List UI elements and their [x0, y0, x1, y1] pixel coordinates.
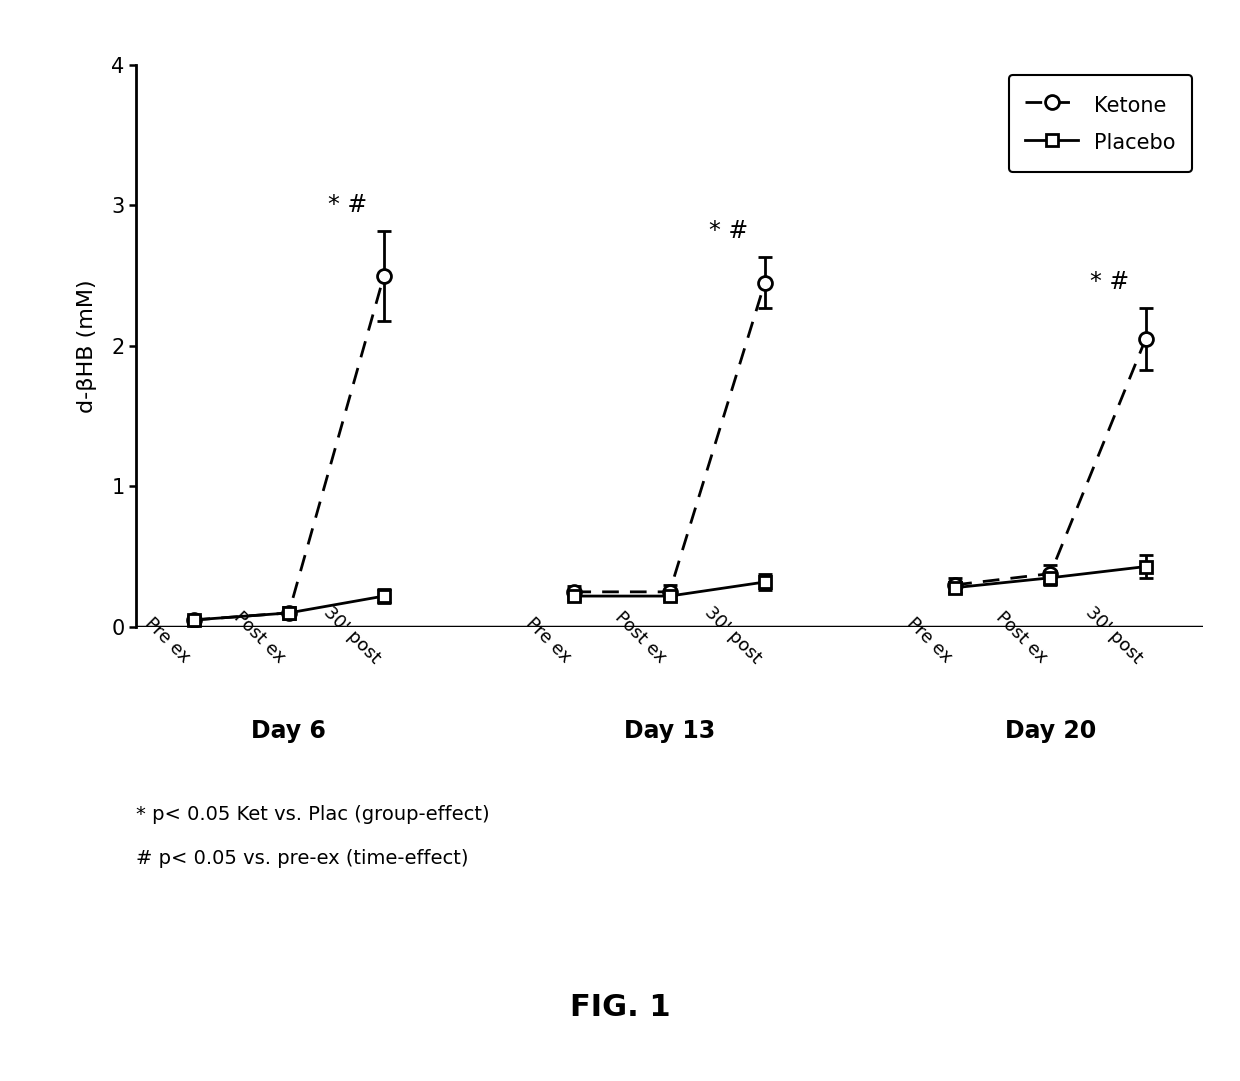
Text: Day 13: Day 13 [624, 719, 715, 743]
Text: Post ex: Post ex [231, 609, 289, 667]
Text: 30' post: 30' post [320, 603, 384, 667]
Text: 30' post: 30' post [1081, 603, 1146, 667]
Text: * #: * # [329, 192, 367, 216]
Text: Day 20: Day 20 [1004, 719, 1096, 743]
Y-axis label: d-βHB (mM): d-βHB (mM) [77, 279, 98, 413]
Text: * #: * # [709, 219, 748, 243]
Text: Day 6: Day 6 [252, 719, 326, 743]
Legend: Ketone, Placebo: Ketone, Placebo [1009, 76, 1193, 172]
Text: * #: * # [1090, 270, 1130, 294]
Text: Pre ex: Pre ex [522, 614, 574, 667]
Text: Pre ex: Pre ex [903, 614, 955, 667]
Text: FIG. 1: FIG. 1 [569, 992, 671, 1022]
Text: Post ex: Post ex [992, 609, 1050, 667]
Text: * p< 0.05 Ket vs. Plac (group-effect): * p< 0.05 Ket vs. Plac (group-effect) [136, 805, 490, 825]
Text: Pre ex: Pre ex [141, 614, 193, 667]
Text: 30' post: 30' post [701, 603, 765, 667]
Text: # p< 0.05 vs. pre-ex (time-effect): # p< 0.05 vs. pre-ex (time-effect) [136, 849, 469, 868]
Text: Post ex: Post ex [611, 609, 670, 667]
